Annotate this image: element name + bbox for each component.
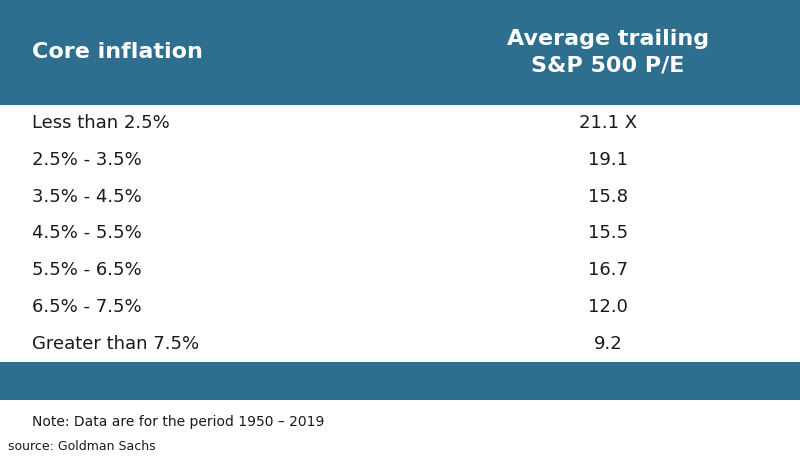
Text: 4.5% - 5.5%: 4.5% - 5.5% (32, 224, 142, 242)
Text: 2.5% - 3.5%: 2.5% - 3.5% (32, 151, 142, 169)
Text: Less than 2.5%: Less than 2.5% (32, 114, 170, 132)
FancyBboxPatch shape (0, 362, 800, 400)
Text: 6.5% - 7.5%: 6.5% - 7.5% (32, 298, 142, 316)
Text: 12.0: 12.0 (588, 298, 628, 316)
Text: 15.5: 15.5 (588, 224, 628, 242)
Text: 3.5% - 4.5%: 3.5% - 4.5% (32, 188, 142, 206)
FancyBboxPatch shape (0, 0, 800, 105)
Text: 5.5% - 6.5%: 5.5% - 6.5% (32, 261, 142, 279)
Text: 15.8: 15.8 (588, 188, 628, 206)
Text: Greater than 7.5%: Greater than 7.5% (32, 335, 199, 353)
Text: 16.7: 16.7 (588, 261, 628, 279)
Text: 21.1 X: 21.1 X (579, 114, 637, 132)
Text: Note: Data are for the period 1950 – 2019: Note: Data are for the period 1950 – 201… (32, 415, 324, 429)
Text: source: Goldman Sachs: source: Goldman Sachs (8, 441, 156, 453)
Text: Core inflation: Core inflation (32, 43, 203, 62)
Text: Average trailing
S&P 500 P/E: Average trailing S&P 500 P/E (507, 29, 709, 76)
Text: 19.1: 19.1 (588, 151, 628, 169)
Text: 9.2: 9.2 (594, 335, 622, 353)
